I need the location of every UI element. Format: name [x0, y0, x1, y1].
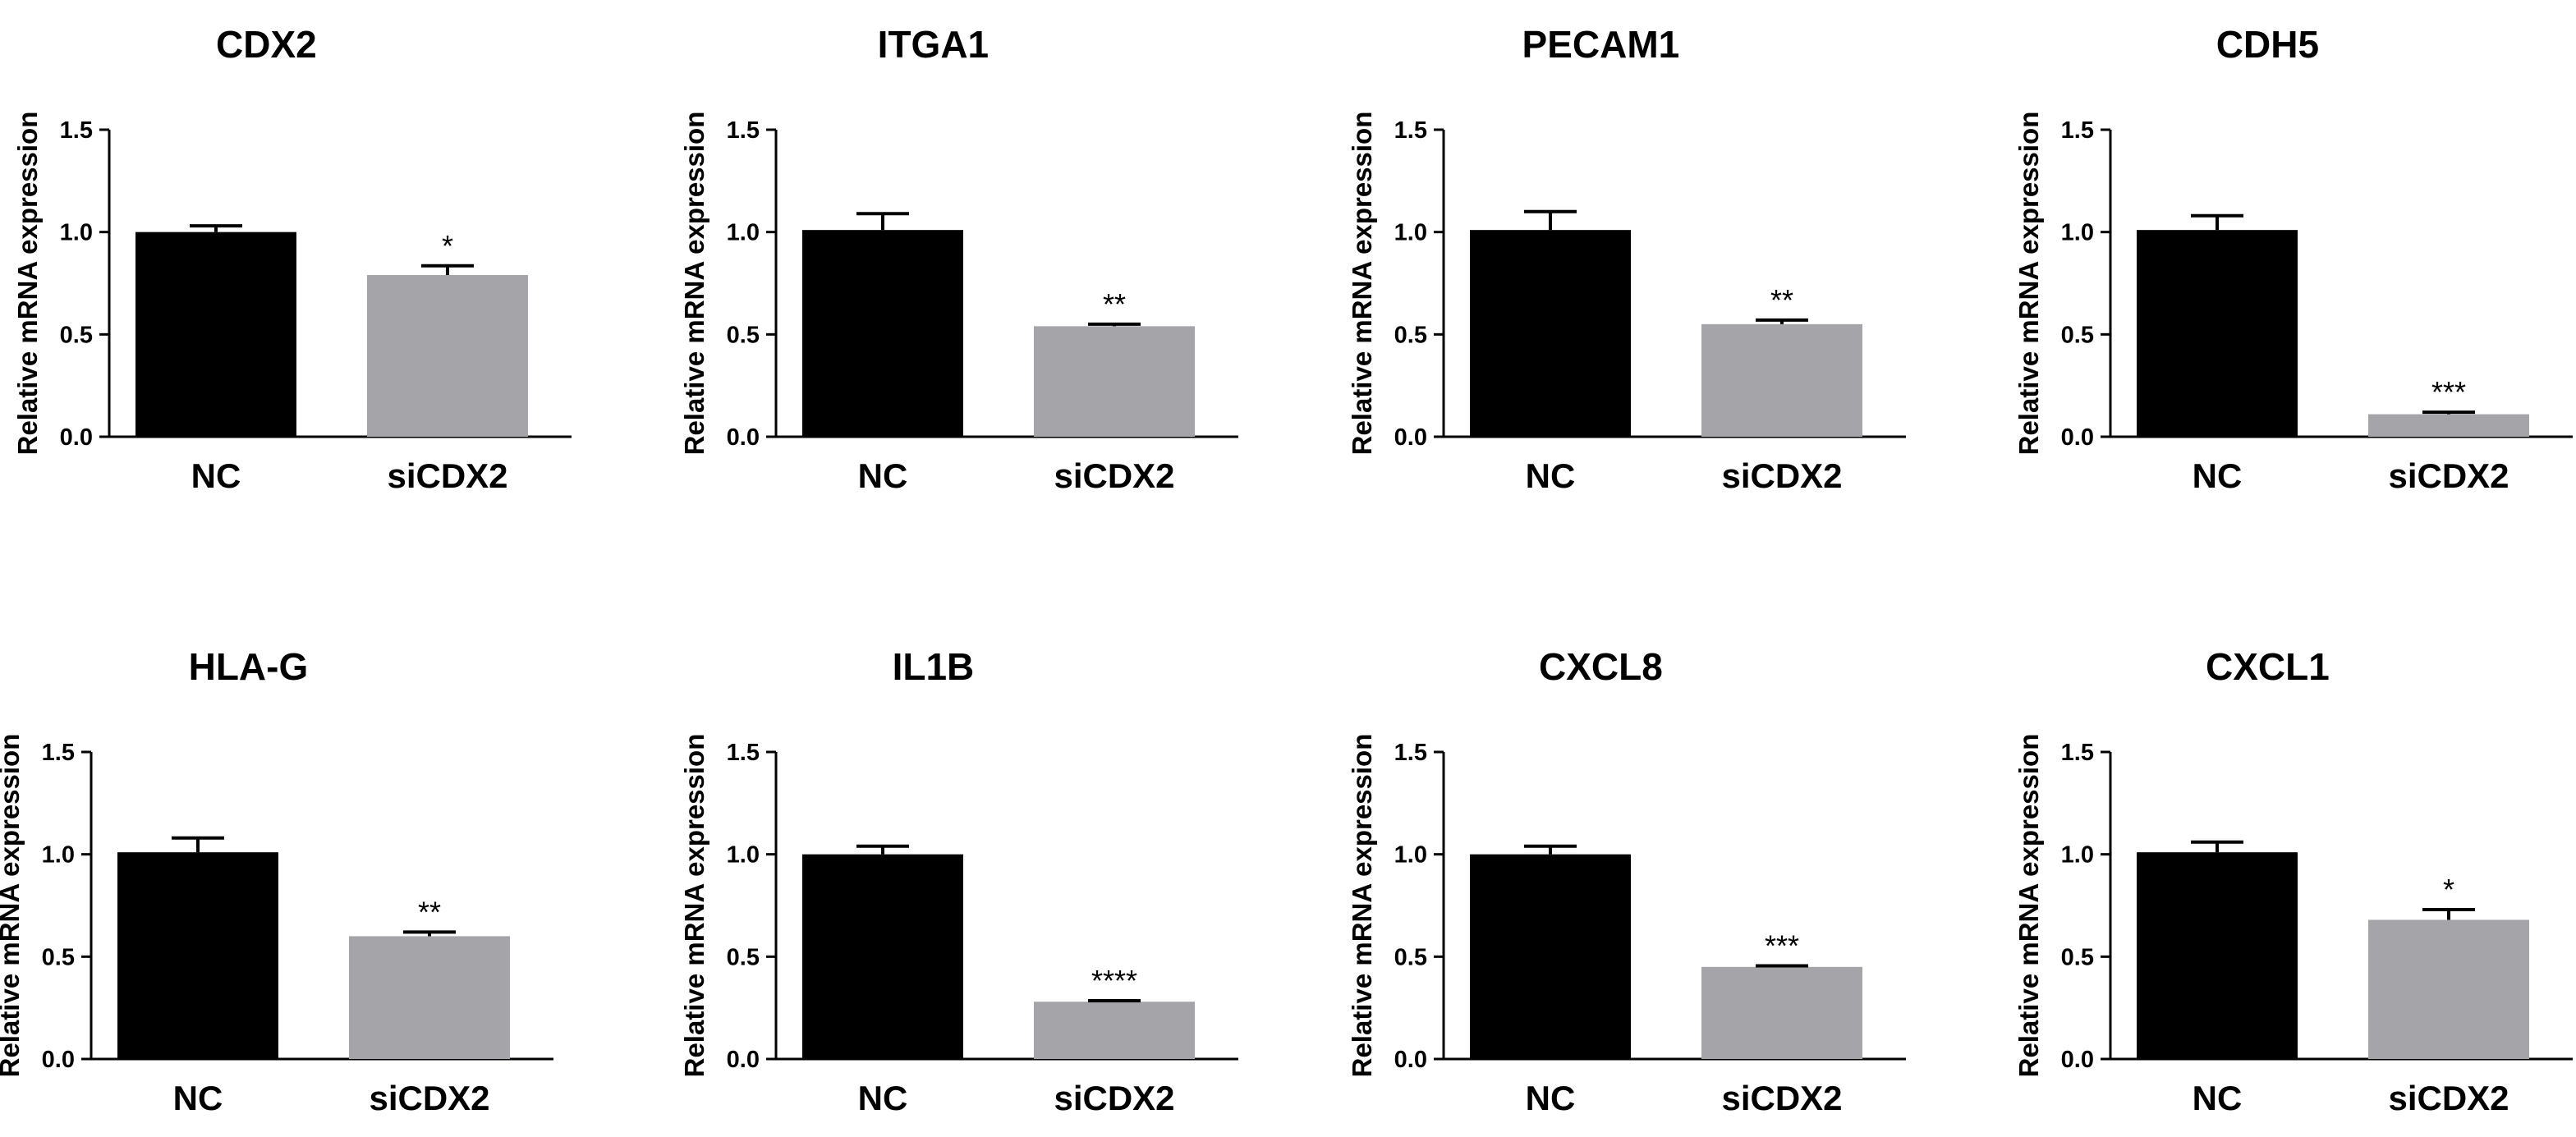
y-tick-label: 1.5 [1394, 117, 1427, 144]
y-tick-label: 0.0 [42, 1047, 75, 1073]
x-tick-label: NC [2193, 1079, 2243, 1117]
y-tick-label: 0.0 [727, 1047, 760, 1073]
y-tick-label: 0.0 [60, 424, 93, 451]
significance-marker: *** [1765, 929, 1799, 963]
y-axis-label: Relative mRNA expression [2014, 734, 2044, 1078]
bar-sicdx2 [1034, 326, 1195, 437]
chart-title: CDX2 [216, 23, 317, 66]
y-tick-label: 1.0 [727, 220, 760, 246]
bar-nc [1470, 854, 1631, 1059]
bar-nc [2137, 230, 2298, 437]
bar-nc [1470, 230, 1631, 437]
significance-marker: * [2443, 873, 2454, 906]
y-tick-label: 1.0 [42, 842, 75, 869]
y-tick-label: 1.5 [727, 740, 760, 766]
y-tick-label: 0.5 [727, 322, 760, 348]
bar-sicdx2 [1034, 1002, 1195, 1059]
chart-title: CXCL1 [2206, 645, 2330, 688]
y-axis-label: Relative mRNA expression [0, 734, 25, 1078]
y-axis-label: Relative mRNA expression [679, 734, 709, 1078]
y-axis-label: Relative mRNA expression [2014, 112, 2044, 456]
bar-sicdx2 [367, 275, 528, 437]
panel-cxcl1: CXCL1 Relative mRNA expression 0.0 0.5 1.0 1.… [2014, 645, 2573, 1117]
chart-title: CXCL8 [1539, 645, 1663, 688]
panel-cdx2: CDX2 Relative mRNA expression 0.0 0.5 1.0 1.5… [12, 23, 572, 495]
x-tick-label: siCDX2 [1054, 1079, 1174, 1117]
chart-title: HLA-G [189, 645, 309, 688]
panel-cdh5: CDH5 Relative mRNA expression 0.0 0.5 1.0 1.5… [2014, 23, 2573, 495]
y-tick-label: 1.5 [727, 117, 760, 144]
chart-title: IL1B [893, 645, 975, 688]
panel-cxcl8: CXCL8 Relative mRNA expression 0.0 0.5 1.0 1.… [1347, 645, 1906, 1117]
x-tick-label: siCDX2 [1721, 1079, 1842, 1117]
bar-nc [802, 230, 963, 437]
significance-marker: ** [418, 895, 441, 928]
y-tick-label: 1.5 [1394, 740, 1427, 766]
y-tick-label: 0.0 [2061, 424, 2094, 451]
y-axis-label: Relative mRNA expression [1347, 734, 1377, 1078]
y-tick-label: 0.0 [1394, 1047, 1427, 1073]
y-tick-label: 0.0 [1394, 424, 1427, 451]
x-tick-label: NC [1526, 456, 1576, 495]
x-tick-label: NC [858, 1079, 908, 1117]
significance-marker: * [442, 229, 453, 263]
x-tick-label: siCDX2 [387, 456, 507, 495]
x-tick-label: NC [191, 456, 241, 495]
x-tick-label: siCDX2 [2388, 456, 2509, 495]
y-tick-label: 1.0 [1394, 220, 1427, 246]
y-tick-label: 0.5 [2061, 322, 2094, 348]
bar-nc [802, 854, 963, 1059]
y-tick-label: 1.0 [60, 220, 93, 246]
chart-title: PECAM1 [1522, 23, 1680, 66]
bar-sicdx2 [1701, 966, 1862, 1059]
significance-marker: *** [2431, 375, 2466, 409]
x-tick-label: NC [858, 456, 908, 495]
y-tick-label: 0.5 [42, 944, 75, 970]
y-tick-label: 1.0 [1394, 842, 1427, 869]
y-tick-label: 0.5 [1394, 944, 1427, 970]
bar-sicdx2 [2368, 919, 2529, 1059]
bar-nc [135, 232, 296, 437]
y-tick-label: 1.5 [42, 740, 75, 766]
x-tick-label: NC [173, 1079, 223, 1117]
panel-il1b: IL1B Relative mRNA expression 0.0 0.5 1.0 1.5… [679, 645, 1238, 1117]
significance-marker: ** [1103, 287, 1126, 321]
significance-marker: **** [1091, 964, 1137, 997]
y-tick-label: 0.5 [60, 322, 93, 348]
x-tick-label: NC [1526, 1079, 1576, 1117]
bar-nc [2137, 852, 2298, 1059]
bar-nc [117, 852, 278, 1059]
bar-sicdx2 [1701, 323, 1862, 437]
y-tick-label: 1.5 [2061, 740, 2094, 766]
y-tick-label: 1.0 [2061, 842, 2094, 869]
x-tick-label: siCDX2 [1721, 456, 1842, 495]
y-tick-label: 0.0 [727, 424, 760, 451]
y-tick-label: 0.5 [1394, 322, 1427, 348]
panel-hla-g: HLA-G Relative mRNA expression 0.0 0.5 1.0 1.… [0, 645, 553, 1117]
bar-sicdx2 [2368, 414, 2529, 437]
x-tick-label: NC [2193, 456, 2243, 495]
significance-marker: ** [1770, 283, 1793, 317]
chart-title: CDH5 [2216, 23, 2319, 66]
y-tick-label: 1.5 [2061, 117, 2094, 144]
y-tick-label: 0.5 [2061, 944, 2094, 970]
bar-sicdx2 [349, 936, 510, 1059]
panel-itga1: ITGA1 Relative mRNA expression 0.0 0.5 1.0 1.… [679, 23, 1238, 495]
y-axis-label: Relative mRNA expression [12, 112, 43, 456]
y-tick-label: 1.0 [2061, 220, 2094, 246]
chart-title: ITGA1 [878, 23, 989, 66]
y-axis-label: Relative mRNA expression [1347, 112, 1377, 456]
x-tick-label: siCDX2 [369, 1079, 489, 1117]
y-tick-label: 1.0 [727, 842, 760, 869]
y-tick-label: 0.5 [727, 944, 760, 970]
panel-pecam1: PECAM1 Relative mRNA expression 0.0 0.5 1.0 1… [1347, 23, 1906, 495]
y-tick-label: 1.5 [60, 117, 93, 144]
x-tick-label: siCDX2 [1054, 456, 1174, 495]
y-axis-label: Relative mRNA expression [679, 112, 709, 456]
y-tick-label: 0.0 [2061, 1047, 2094, 1073]
x-tick-label: siCDX2 [2388, 1079, 2509, 1117]
